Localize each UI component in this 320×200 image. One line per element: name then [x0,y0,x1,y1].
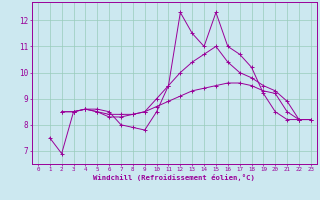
X-axis label: Windchill (Refroidissement éolien,°C): Windchill (Refroidissement éolien,°C) [93,174,255,181]
